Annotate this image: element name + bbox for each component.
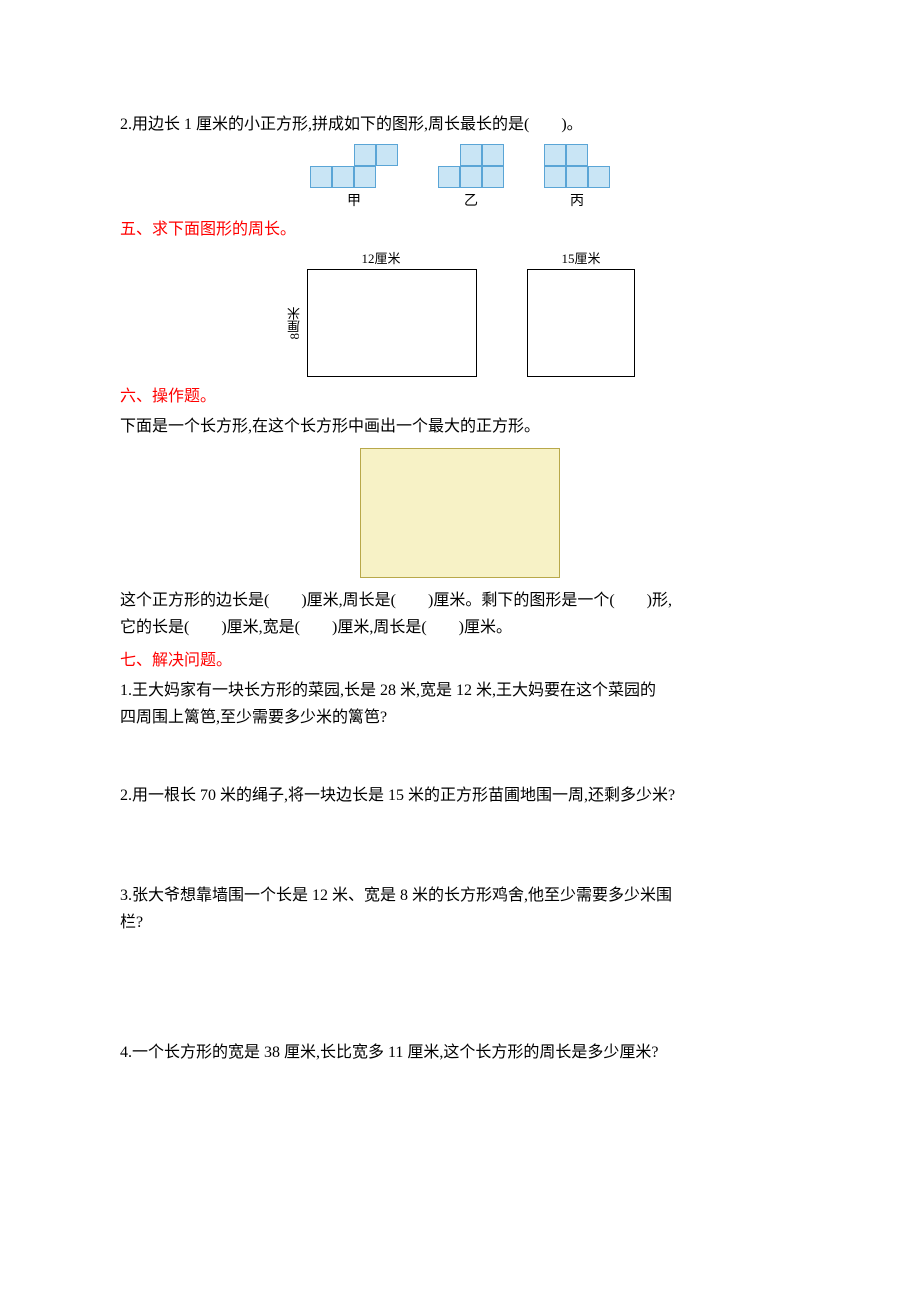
rect-1-block: 12厘米 8厘米 [285,248,477,377]
grid-cell [438,166,460,188]
grid-cell [310,166,332,188]
grid-cell [588,166,610,188]
grid-cell [354,144,376,166]
shape-jia-label: 甲 [347,190,361,210]
rect-1-box [307,269,477,377]
section-6-rect-wrap [120,448,800,578]
rect-1-top-label: 12厘米 [361,248,400,267]
grid-cell [566,166,588,188]
spacer [120,938,800,1038]
question-2-shapes: 甲 乙 丙 [120,144,800,210]
shape-jia-grid [310,144,398,188]
shape-yi-label: 乙 [464,190,478,210]
section-7-p2: 2.用一根长 70 米的绳子,将一块边长是 15 米的正方形苗圃地围一周,还剩多… [120,783,800,809]
rect-1-with-side: 8厘米 [285,269,477,377]
section-5-title: 五、求下面图形的周长。 [120,216,800,245]
rect-2-block: 15厘米 [527,248,635,377]
grid-cell [544,166,566,188]
grid-cell [438,144,460,166]
grid-cell [460,144,482,166]
section-6-big-rect [360,448,560,578]
section-7-title: 七、解决问题。 [120,647,800,676]
rect-2-box [527,269,635,377]
shape-jia: 甲 [310,144,398,210]
grid-cell [332,166,354,188]
shape-yi-grid [438,144,504,188]
spacer [120,733,800,781]
section-7-p4: 4.一个长方形的宽是 38 厘米,长比宽多 11 厘米,这个长方形的周长是多少厘… [120,1040,800,1066]
shape-bing-grid [544,144,610,188]
grid-cell [376,144,398,166]
rect-2-top-label: 15厘米 [561,248,600,267]
section-7-p1b: 四周围上篱笆,至少需要多少米的篱笆? [120,705,800,731]
grid-cell [544,144,566,166]
section-7-p1a: 1.王大妈家有一块长方形的菜园,长是 28 米,宽是 12 米,王大妈要在这个菜… [120,678,800,704]
section-7-p3b: 栏? [120,910,800,936]
shape-bing-label: 丙 [570,190,584,210]
grid-cell [460,166,482,188]
shape-bing: 丙 [544,144,610,210]
section-6-fill-line2: 它的长是( )厘米,宽是( )厘米,周长是( )厘米。 [120,615,800,641]
section-6-intro: 下面是一个长方形,在这个长方形中画出一个最大的正方形。 [120,414,800,440]
grid-cell [354,166,376,188]
grid-cell [566,144,588,166]
section-5-rects: 12厘米 8厘米 15厘米 [120,248,800,377]
section-6-fill-line1: 这个正方形的边长是( )厘米,周长是( )厘米。剩下的图形是一个( )形, [120,588,800,614]
grid-cell [588,144,610,166]
document-page: 2.用边长 1 厘米的小正方形,拼成如下的图形,周长最长的是( )。 甲 乙 丙… [0,0,920,1147]
section-7-p3a: 3.张大爷想靠墙围一个长是 12 米、宽是 8 米的长方形鸡舍,他至少需要多少米… [120,883,800,909]
rect-1-side-label: 8厘米 [285,307,304,340]
grid-cell [376,166,398,188]
spacer [120,811,800,881]
grid-cell [482,166,504,188]
shape-yi: 乙 [438,144,504,210]
grid-cell [310,144,332,166]
grid-cell [482,144,504,166]
question-2-text: 2.用边长 1 厘米的小正方形,拼成如下的图形,周长最长的是( )。 [120,112,800,138]
section-6-title: 六、操作题。 [120,383,800,412]
grid-cell [332,144,354,166]
